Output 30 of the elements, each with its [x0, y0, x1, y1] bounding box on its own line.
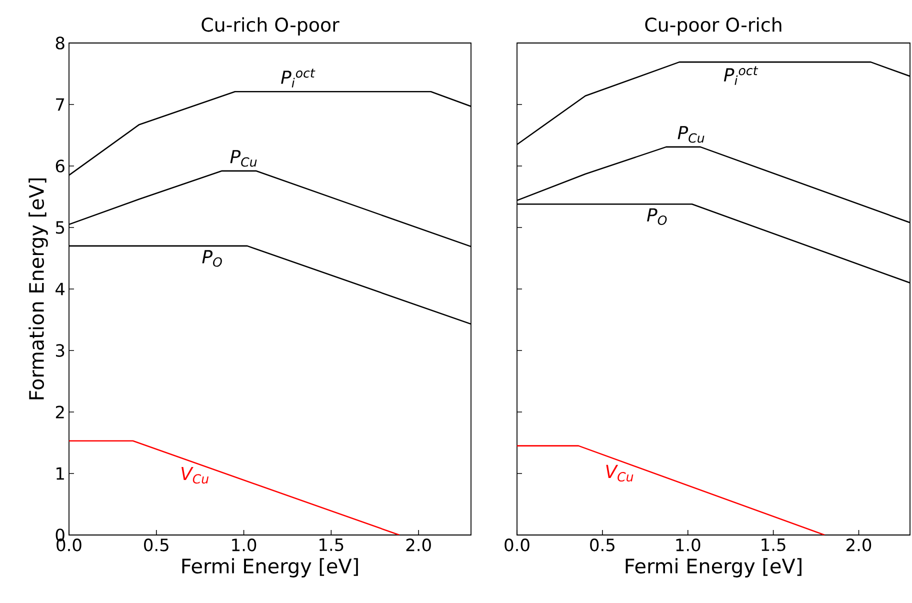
x-tick-label: 0.5 — [590, 538, 614, 552]
y-axis-title: Formation Energy [eV] — [28, 178, 48, 400]
y-tick-label: 7 — [56, 98, 64, 111]
y-tick-label: 4 — [56, 282, 65, 296]
series-label: P$_{O}$ — [647, 208, 667, 225]
x-axis-title: Fermi Energy [eV] — [182, 558, 358, 578]
series-label: V$_{Cu}$ — [606, 464, 634, 482]
y-tick-label: 8 — [56, 36, 64, 50]
x-tick-label: 1.5 — [320, 538, 344, 552]
y-tick-label: 1 — [56, 467, 64, 480]
y-tick-label: 2 — [56, 406, 64, 418]
series-label: P$_{i}$oct — [724, 66, 758, 85]
series-label: P$_{i}$oct — [281, 68, 316, 88]
series-label: P$_{Cu}$ — [230, 150, 257, 167]
series-label: P$_{O}$ — [202, 250, 222, 267]
x-tick-label: 2.0 — [846, 538, 872, 552]
y-tick-label: 6 — [56, 160, 64, 172]
series-label: P$_{Cu}$ — [678, 126, 704, 143]
y-tick-label: 5 — [56, 221, 64, 234]
chart-title: Cu-rich O-poor — [202, 17, 340, 36]
y-tick-label: 3 — [56, 344, 64, 357]
x-tick-label: 1.5 — [762, 538, 786, 552]
x-tick-label: 2.0 — [406, 538, 431, 552]
x-tick-label: 0.5 — [144, 538, 168, 552]
x-tick-label: 1.0 — [232, 538, 256, 552]
x-axis-title: Fermi Energy [eV] — [626, 558, 802, 578]
chart-title: Cu-poor O-rich — [645, 17, 782, 36]
series-label: V$_{Cu}$ — [182, 466, 209, 484]
x-tick-label: 0.0 — [504, 538, 530, 552]
x-tick-label: 1.0 — [676, 538, 700, 552]
